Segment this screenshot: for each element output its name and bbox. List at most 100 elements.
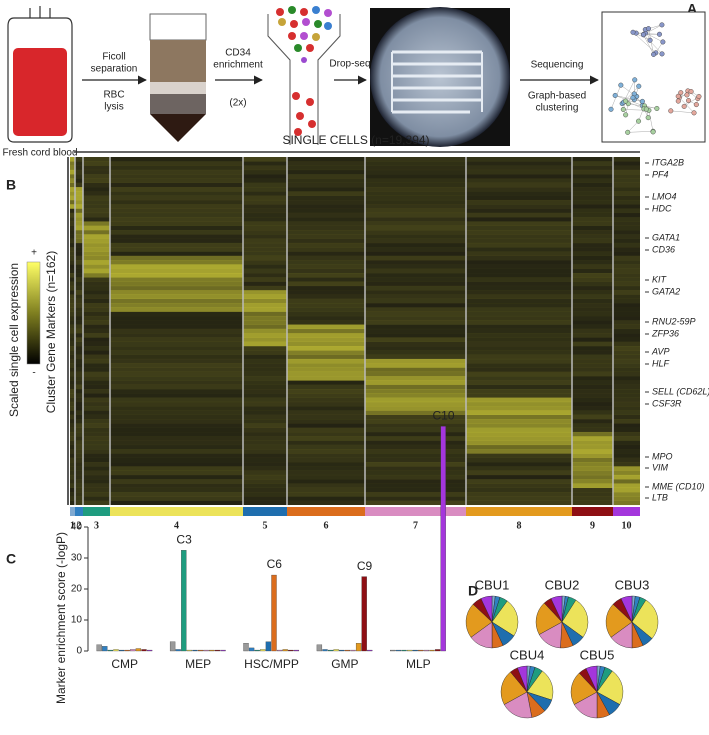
heatmap-cell [466, 178, 572, 182]
cluster-label: 6 [324, 520, 329, 531]
heatmap-cell [83, 398, 110, 402]
step-text: clustering [536, 103, 579, 114]
heatmap-cell [365, 269, 466, 273]
heatmap-cell [83, 187, 110, 191]
heatmap-cell [613, 183, 640, 187]
heatmap-cell [110, 252, 243, 256]
heatmap-cell [110, 191, 243, 195]
bar [283, 649, 288, 651]
heatmap-cell [75, 243, 83, 247]
heatmap-cell [243, 337, 287, 341]
heatmap-cell [365, 234, 466, 238]
step-text: (2x) [229, 98, 246, 109]
cluster-bar [613, 507, 640, 516]
heatmap-cell [287, 432, 365, 436]
heatmap-cell [83, 221, 110, 225]
heatmap-cell [287, 239, 365, 243]
heatmap-cell [75, 496, 83, 500]
pie-title: CBU5 [580, 647, 615, 662]
heatmap-cell [572, 230, 613, 234]
heatmap-cell [572, 475, 613, 479]
heatmap-cell [466, 372, 572, 376]
heatmap-cell [75, 273, 83, 277]
heatmap-cell [365, 226, 466, 230]
bar-annotation: C9 [357, 559, 373, 573]
heatmap-cell [75, 393, 83, 397]
heatmap-cell [243, 462, 287, 466]
heatmap-cell [83, 436, 110, 440]
heatmap-cell [613, 449, 640, 453]
heatmap-cell [75, 423, 83, 427]
heatmap-cell [365, 213, 466, 217]
heatmap-cell [466, 402, 572, 406]
heatmap-cell [572, 157, 613, 161]
heatmap-cell [83, 239, 110, 243]
heatmap-cell [365, 230, 466, 234]
heatmap-cell [243, 333, 287, 337]
heatmap-cell [287, 282, 365, 286]
cluster-label: 3 [94, 520, 99, 531]
heatmap-cell [287, 325, 365, 329]
heatmap-cell [243, 307, 287, 311]
cluster-bar [466, 507, 572, 516]
heatmap-cell [572, 359, 613, 363]
heatmap-cell [287, 157, 365, 161]
heatmap-cell [75, 458, 83, 462]
heatmap-cell [75, 428, 83, 432]
heatmap-cell [75, 466, 83, 470]
pie-title: CBU4 [510, 647, 545, 662]
heatmap-cell [75, 342, 83, 346]
heatmap-cell [243, 415, 287, 419]
heatmap-cell [572, 372, 613, 376]
heatmap-cell [287, 479, 365, 483]
heatmap-cell [287, 428, 365, 432]
graph-node [641, 32, 646, 37]
heatmap-cell [572, 260, 613, 264]
heatmap-cell [572, 307, 613, 311]
heatmap-cell [572, 183, 613, 187]
step-text: RBC [103, 90, 124, 101]
heatmap-cell [466, 187, 572, 191]
heatmap-cell [466, 303, 572, 307]
heatmap-cell [83, 316, 110, 320]
heatmap-cell [110, 385, 243, 389]
heatmap-cell [365, 320, 466, 324]
heatmap-cell [75, 445, 83, 449]
heatmap-cell [572, 234, 613, 238]
bar [209, 650, 214, 651]
heatmap-cell [287, 290, 365, 294]
heatmap-cell [83, 432, 110, 436]
graph-node [651, 52, 656, 57]
heatmap-cell [243, 453, 287, 457]
heatmap-cell [83, 342, 110, 346]
bar [356, 643, 361, 651]
bar [249, 648, 254, 651]
heatmap-cell [365, 217, 466, 221]
scale-label: Scaled single cell expression [7, 263, 21, 417]
heatmap-cell [613, 247, 640, 251]
heatmap-cell [365, 428, 466, 432]
graph-node [660, 23, 665, 28]
gene-label: VIM [652, 462, 669, 472]
cluster-label: 9 [590, 520, 595, 531]
heatmap-cell [466, 325, 572, 329]
heatmap-cell [613, 282, 640, 286]
graph-node [657, 32, 662, 37]
heatmap-cell [243, 286, 287, 290]
heatmap-cell [613, 333, 640, 337]
cluster-bar [243, 507, 287, 516]
gene-label: LMO4 [652, 191, 677, 201]
heatmap-cell [110, 350, 243, 354]
heatmap-cell [83, 226, 110, 230]
heatmap-cell [110, 415, 243, 419]
heatmap-cell [365, 436, 466, 440]
heatmap-cell [572, 337, 613, 341]
heatmap-cell [613, 376, 640, 380]
heatmap-cell [572, 342, 613, 346]
heatmap-cell [466, 312, 572, 316]
heatmap-cell [466, 432, 572, 436]
heatmap-cell [572, 187, 613, 191]
heatmap-cell [287, 329, 365, 333]
heatmap-cell [83, 453, 110, 457]
heatmap-cell [613, 273, 640, 277]
